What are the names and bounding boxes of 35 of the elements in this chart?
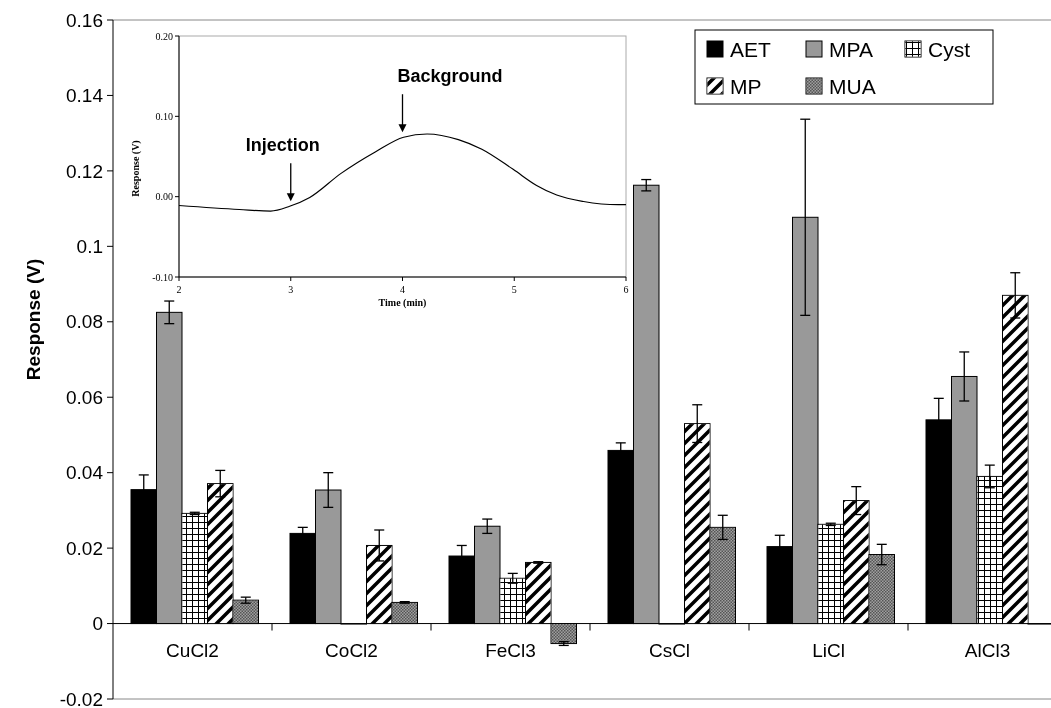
x-tick-label: CuCl2 <box>166 639 219 661</box>
y-tick-label: 0.14 <box>66 85 104 107</box>
x-tick-label: 5 <box>511 284 517 295</box>
x-axis-title: Time (min) <box>378 297 427 309</box>
legend-label: Cyst <box>928 37 971 61</box>
legend-label: MP <box>730 74 762 98</box>
legend-label: AET <box>730 37 772 61</box>
y-tick-label: 0.20 <box>155 30 173 42</box>
y-tick-label: -0.10 <box>152 271 173 283</box>
annotation: Injection <box>245 135 320 156</box>
x-tick-label: 3 <box>288 284 294 295</box>
y-tick-label: -0.02 <box>59 688 103 708</box>
legend-label: MPA <box>829 37 873 61</box>
x-tick-label: FeCl3 <box>485 639 536 661</box>
legend-label: MUA <box>829 74 876 98</box>
y-axis-title: Response (V) <box>130 140 142 197</box>
x-tick-label: 4 <box>400 284 405 295</box>
y-tick-label: 0.02 <box>66 537 103 559</box>
y-tick-label: 0.08 <box>66 311 103 333</box>
y-tick-label: 0.1 <box>76 235 103 257</box>
x-tick-label: CoCl2 <box>325 639 378 661</box>
y-tick-label: 0 <box>92 613 103 635</box>
y-tick-label: 0.16 <box>66 9 103 31</box>
y-tick-label: 0.10 <box>155 110 173 122</box>
y-tick-label: 0.00 <box>155 191 173 203</box>
x-tick-label: CsCl <box>648 639 691 661</box>
y-tick-label: 0.12 <box>66 160 103 182</box>
y-tick-label: 0.04 <box>66 462 104 484</box>
x-tick-label: 6 <box>623 284 629 295</box>
x-tick-label: 2 <box>176 284 182 295</box>
y-axis-title: Response (V) <box>23 258 44 381</box>
x-tick-label: AlCl3 <box>964 639 1011 661</box>
annotation: Background <box>397 66 503 87</box>
y-tick-label: 0.06 <box>66 386 103 408</box>
x-tick-label: LiCl <box>812 639 845 661</box>
